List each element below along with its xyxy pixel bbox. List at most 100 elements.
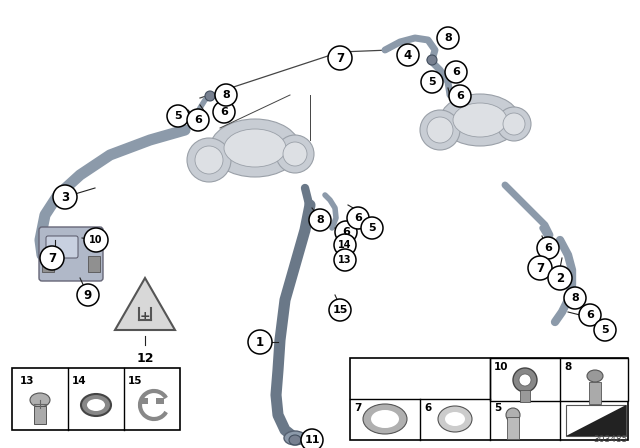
Circle shape [77,284,99,306]
Ellipse shape [453,103,507,137]
Circle shape [40,246,64,270]
Circle shape [53,185,77,209]
Text: 8: 8 [564,362,572,372]
Bar [507,417,519,439]
Text: 11: 11 [304,435,320,445]
Text: 5: 5 [174,111,182,121]
Circle shape [213,101,235,123]
Bar [34,406,46,424]
Circle shape [397,44,419,66]
Text: 6: 6 [544,243,552,253]
Circle shape [84,228,108,252]
Text: 4: 4 [404,48,412,61]
Circle shape [449,85,471,107]
Text: 6: 6 [194,115,202,125]
Text: 6: 6 [354,213,362,223]
Ellipse shape [420,110,460,150]
Circle shape [301,429,323,448]
Polygon shape [566,405,626,436]
Circle shape [328,46,352,70]
Ellipse shape [210,119,300,177]
Text: 13: 13 [339,255,352,265]
Text: 15: 15 [332,305,348,315]
Text: 10: 10 [494,362,509,372]
Ellipse shape [283,142,307,166]
Circle shape [215,84,237,106]
Text: 6: 6 [586,310,594,320]
FancyBboxPatch shape [46,236,78,258]
Circle shape [548,266,572,290]
Text: 1: 1 [256,336,264,349]
Ellipse shape [438,406,472,432]
Text: 6: 6 [424,403,431,413]
Text: 3: 3 [61,190,69,203]
Text: 15: 15 [128,376,143,386]
Circle shape [537,237,559,259]
Bar [350,358,628,440]
Polygon shape [566,405,626,436]
Text: 6: 6 [456,91,464,101]
Circle shape [528,256,552,280]
Bar [42,256,54,272]
Circle shape [167,105,189,127]
Circle shape [187,109,209,131]
Text: 6: 6 [342,227,350,237]
Circle shape [205,91,215,101]
Ellipse shape [427,117,453,143]
Polygon shape [115,278,175,330]
Bar [520,390,530,402]
Text: 7: 7 [336,52,344,65]
Ellipse shape [445,412,465,426]
Circle shape [309,209,331,231]
Text: 303485: 303485 [594,435,628,444]
Text: 5: 5 [494,403,501,413]
Bar [589,382,601,404]
Circle shape [361,217,383,239]
Text: 12: 12 [136,352,154,365]
Circle shape [579,304,601,326]
Text: 5: 5 [601,325,609,335]
Ellipse shape [503,113,525,135]
Circle shape [334,249,356,271]
Circle shape [445,61,467,83]
Circle shape [334,234,356,256]
Ellipse shape [440,94,520,146]
Circle shape [335,221,357,243]
Text: 8: 8 [444,33,452,43]
Ellipse shape [497,107,531,141]
Text: 13: 13 [20,376,35,386]
Ellipse shape [187,138,231,182]
Ellipse shape [276,135,314,173]
Circle shape [347,207,369,229]
Bar [88,256,100,272]
Text: 2: 2 [556,271,564,284]
Circle shape [513,368,537,392]
Text: 7: 7 [354,403,362,413]
Ellipse shape [224,129,286,167]
Bar [156,398,164,404]
Circle shape [329,299,351,321]
Ellipse shape [289,435,301,445]
Ellipse shape [371,410,399,428]
Text: 7: 7 [536,262,544,275]
Text: 8: 8 [571,293,579,303]
Text: 10: 10 [89,235,103,245]
Ellipse shape [87,399,105,411]
Ellipse shape [195,146,223,174]
Ellipse shape [363,404,407,434]
Text: 8: 8 [316,215,324,225]
Ellipse shape [506,408,520,422]
Text: 9: 9 [84,289,92,302]
Ellipse shape [284,431,306,445]
Text: 14: 14 [339,240,352,250]
Circle shape [248,330,272,354]
Ellipse shape [30,393,50,407]
Circle shape [437,27,459,49]
Circle shape [421,71,443,93]
FancyBboxPatch shape [39,227,103,281]
Ellipse shape [587,370,603,382]
Text: 7: 7 [48,251,56,264]
Circle shape [519,374,531,386]
Bar [12,368,180,430]
Text: 5: 5 [368,223,376,233]
